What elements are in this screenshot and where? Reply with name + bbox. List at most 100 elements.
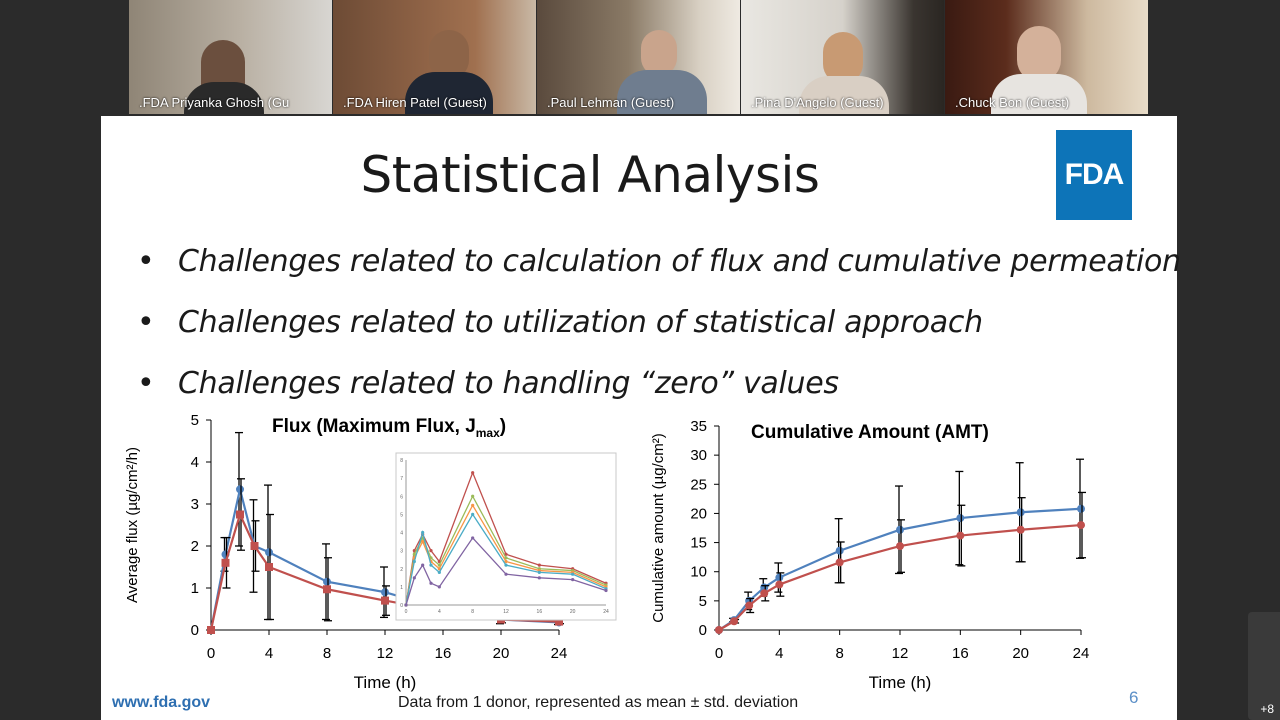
y-axis-label: Average flux (µg/cm²/h) xyxy=(124,447,141,603)
y-tick-label: 30 xyxy=(690,447,707,464)
y-tick-label: 0 xyxy=(699,622,707,639)
chart-title-subscript: max xyxy=(476,426,500,440)
slide-title: Statistical Analysis xyxy=(360,146,820,204)
inset-data-point xyxy=(437,567,441,571)
inset-x-tick-label: 0 xyxy=(405,609,408,615)
inset-data-point xyxy=(429,563,433,567)
data-point xyxy=(715,626,723,634)
participant-name: .FDA Hiren Patel (Guest) xyxy=(343,95,487,110)
person-figure xyxy=(641,30,677,76)
person-figure xyxy=(991,74,1087,114)
inset-data-point xyxy=(504,563,508,567)
person-figure xyxy=(799,76,889,114)
data-point xyxy=(250,542,259,550)
bullet-item: • Challenges related to handling “zero” v… xyxy=(137,361,1177,422)
bullet-icon: • xyxy=(137,305,155,340)
series-line xyxy=(718,523,1082,631)
inset-y-tick-label: 5 xyxy=(400,512,403,518)
x-tick-label: 4 xyxy=(265,645,273,662)
data-point xyxy=(265,548,273,557)
inset-data-point xyxy=(471,471,475,475)
inset-x-tick-label: 16 xyxy=(537,609,543,615)
participant-tile[interactable]: .Pina D'Angelo (Guest) xyxy=(741,0,944,114)
participant-name: .Pina D'Angelo (Guest) xyxy=(751,95,884,110)
participant-name: .Chuck Bon (Guest) xyxy=(955,95,1070,110)
participant-tile[interactable]: .Chuck Bon (Guest) xyxy=(945,0,1148,114)
participant-tile[interactable]: .Paul Lehman (Guest) xyxy=(537,0,740,114)
side-panel-handle[interactable] xyxy=(1248,612,1280,720)
person-figure xyxy=(429,30,469,80)
more-participants-badge[interactable]: +8 xyxy=(1260,702,1274,716)
data-point xyxy=(760,589,769,598)
flux-chart: 0 1 2 3 4 5 0 4 8 12 16 20 24 Time (h) Average flux (µ… xyxy=(101,412,641,692)
inset-data-point xyxy=(537,576,541,580)
data-point xyxy=(896,542,904,551)
inset-y-tick-label: 6 xyxy=(400,494,403,500)
data-point xyxy=(265,563,273,571)
inset-frame xyxy=(395,452,617,621)
inset-data-point xyxy=(437,570,441,574)
x-tick-label: 4 xyxy=(775,645,783,662)
bullet-item: • Challenges related to calculation of fl… xyxy=(137,239,1181,300)
y-tick-label: 5 xyxy=(699,593,707,610)
data-point xyxy=(835,558,844,567)
inset-x-tick-label: 8 xyxy=(471,609,474,615)
footer-note: Data from 1 donor, represented as mean ±… xyxy=(398,694,799,711)
y-tick-label: 0 xyxy=(191,622,199,639)
inset-series-line xyxy=(405,513,607,606)
inset-y-tick-label: 2 xyxy=(400,567,403,573)
data-point xyxy=(221,558,230,567)
fda-logo: FDA xyxy=(1056,130,1132,220)
x-tick-label: 0 xyxy=(715,645,723,662)
chart-title-close: ) xyxy=(500,416,506,437)
bullet-text: Challenges related to handling “zero” va… xyxy=(178,366,839,401)
participant-tile[interactable]: .FDA Hiren Patel (Guest) xyxy=(333,0,536,114)
data-point xyxy=(236,510,244,519)
x-tick-label: 12 xyxy=(377,645,394,662)
inset-data-point xyxy=(421,530,425,535)
cumulative-chart: 0 5 10 15 20 25 30 35 0 4 8 12 16 20 24 Time (h) Cumulat… xyxy=(641,412,1141,692)
inset-data-point xyxy=(537,570,541,574)
inset-data-point xyxy=(604,588,608,593)
series-line xyxy=(718,507,1082,631)
x-axis-label: Time (h) xyxy=(869,673,932,692)
y-tick-label: 10 xyxy=(690,564,707,581)
inset-data-point xyxy=(504,572,508,576)
y-tick-label: 25 xyxy=(690,476,707,493)
inset-data-point xyxy=(571,578,575,582)
x-tick-label: 8 xyxy=(323,645,331,662)
data-point xyxy=(555,617,563,626)
data-point xyxy=(207,626,215,634)
person-figure xyxy=(184,82,264,114)
inset-x-tick-label: 12 xyxy=(503,609,509,615)
data-point xyxy=(381,588,389,597)
inset-series-line xyxy=(405,536,607,606)
y-tick-label: 5 xyxy=(191,412,199,429)
data-point xyxy=(835,546,844,555)
x-tick-label: 16 xyxy=(952,645,969,662)
data-point xyxy=(730,617,739,626)
x-tick-label: 12 xyxy=(892,645,909,662)
inset-x-tick-label: 24 xyxy=(603,609,609,615)
x-tick-label: 0 xyxy=(207,645,215,662)
inset-data-point xyxy=(421,539,425,544)
inset-data-point xyxy=(471,503,475,507)
bullet-item: • Challenges related to utilization of st… xyxy=(137,300,1177,361)
y-tick-label: 3 xyxy=(191,496,199,513)
y-tick-label: 15 xyxy=(690,535,707,552)
chart-title: Cumulative Amount (AMT) xyxy=(751,422,989,443)
data-point xyxy=(956,514,965,523)
inset-y-tick-label: 8 xyxy=(400,458,403,464)
data-point xyxy=(236,485,244,494)
participant-name: .FDA Priyanka Ghosh (Gu xyxy=(139,95,290,110)
inset-data-point xyxy=(537,563,541,567)
inset-data-point xyxy=(412,576,416,580)
inset-x-tick-label: 20 xyxy=(570,609,576,615)
data-point xyxy=(381,596,389,605)
x-tick-label: 8 xyxy=(835,645,843,662)
person-figure xyxy=(405,72,493,114)
participant-tile[interactable]: .FDA Priyanka Ghosh (Gu xyxy=(129,0,332,114)
person-figure xyxy=(823,32,863,84)
inset-data-point xyxy=(471,536,475,540)
